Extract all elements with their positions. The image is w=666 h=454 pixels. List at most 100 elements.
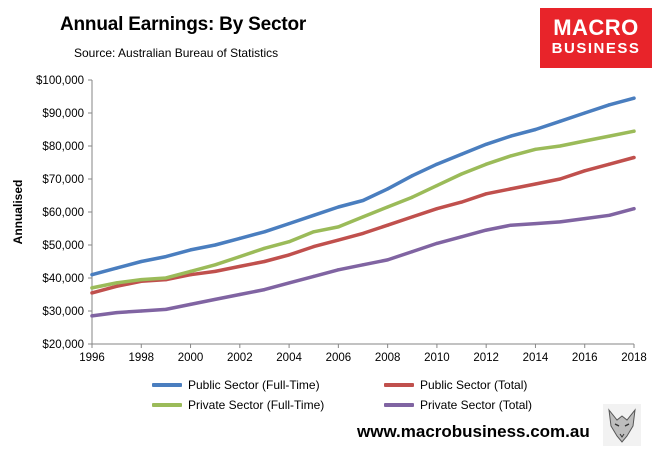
x-tick-label: 2006 [326, 352, 352, 364]
legend-label: Private Sector (Full-Time) [188, 398, 325, 412]
data-point [459, 200, 464, 204]
data-point [361, 198, 365, 203]
data-point [509, 187, 513, 191]
legend-item: Private Sector (Full-Time) [152, 398, 324, 412]
data-point [213, 269, 217, 273]
x-tick-label: 2016 [572, 352, 598, 364]
data-point [361, 215, 365, 219]
data-point [386, 223, 390, 227]
legend-swatch [152, 403, 182, 407]
data-point [558, 144, 562, 148]
data-point [164, 254, 168, 259]
data-point [238, 236, 242, 240]
data-point [262, 259, 267, 264]
data-point [287, 221, 291, 226]
data-point [115, 266, 119, 270]
data-point [238, 254, 242, 259]
data-point [336, 238, 340, 242]
chart-legend: Public Sector (Full-Time) Public Sector (… [152, 378, 592, 418]
data-point [139, 259, 143, 264]
data-point [188, 248, 193, 252]
series-line-public-total [90, 155, 636, 295]
data-point [115, 284, 119, 288]
data-point [632, 129, 636, 133]
data-point [115, 311, 119, 315]
data-point [459, 172, 464, 176]
data-point [533, 127, 538, 132]
data-point [164, 307, 168, 311]
y-tick-label: $100,000 [36, 75, 84, 87]
data-point [435, 241, 439, 245]
data-point [459, 152, 464, 156]
y-tick-label: $40,000 [42, 273, 84, 285]
data-point [213, 243, 217, 247]
data-point [90, 291, 94, 295]
y-tick-label: $50,000 [42, 240, 84, 252]
data-point [287, 281, 291, 285]
data-point [484, 192, 488, 196]
data-point [435, 184, 439, 188]
data-point [410, 250, 414, 254]
data-point [632, 155, 636, 160]
data-point [533, 182, 538, 186]
chart-source: Source: Australian Bureau of Statistics [74, 46, 279, 60]
x-tick-label: 2004 [276, 352, 302, 364]
data-point [558, 177, 562, 181]
x-tick-label: 2000 [178, 352, 204, 364]
y-tick-label: $30,000 [42, 306, 84, 318]
fox-emblem-icon [603, 404, 641, 446]
legend-item: Public Sector (Total) [384, 378, 527, 392]
data-point [558, 220, 562, 224]
x-tick-label: 2014 [523, 352, 549, 364]
data-point [312, 245, 316, 249]
x-tick-label: 2010 [424, 352, 450, 364]
logo-line-2: BUSINESS [551, 40, 641, 57]
data-point [188, 273, 193, 277]
data-point [607, 103, 611, 107]
chart-title: Annual Earnings: By Sector [60, 14, 307, 35]
data-point [607, 213, 611, 217]
data-point [312, 274, 316, 278]
legend-item: Public Sector (Full-Time) [152, 378, 320, 392]
data-point [139, 278, 143, 282]
x-tick-label: 2002 [227, 352, 253, 364]
data-point [386, 258, 390, 262]
data-point [386, 187, 390, 191]
series-line-private-total [90, 206, 636, 318]
data-point [410, 215, 414, 219]
website-url[interactable]: www.macrobusiness.com.au [357, 422, 590, 441]
data-point [484, 228, 488, 232]
data-point [238, 264, 242, 269]
data-point [90, 273, 94, 277]
y-tick-label: $60,000 [42, 207, 84, 219]
data-point [164, 276, 168, 280]
data-point [632, 96, 636, 100]
legend-label: Public Sector (Full-Time) [188, 378, 320, 392]
data-point [386, 205, 390, 209]
data-point [115, 281, 119, 285]
data-point [188, 302, 193, 306]
data-point [484, 142, 488, 146]
logo-line-1: MACRO [553, 15, 639, 40]
data-point [410, 174, 414, 178]
data-point [533, 221, 538, 226]
data-point [410, 195, 414, 199]
macrobusiness-logo: MACRO BUSINESS [540, 8, 652, 68]
data-point [583, 139, 587, 143]
y-tick-label: $90,000 [42, 108, 84, 120]
data-point [287, 240, 291, 244]
data-point [336, 205, 340, 209]
data-point [558, 119, 562, 123]
x-tick-label: 2018 [621, 352, 647, 364]
data-point [312, 213, 316, 217]
data-point [336, 225, 340, 229]
data-point [607, 162, 611, 166]
data-point [607, 134, 611, 138]
data-point [583, 217, 587, 221]
legend-swatch [384, 403, 414, 407]
x-tick-label: 2012 [473, 352, 499, 364]
data-point [312, 230, 316, 234]
data-point [632, 207, 636, 211]
data-point [361, 263, 365, 267]
